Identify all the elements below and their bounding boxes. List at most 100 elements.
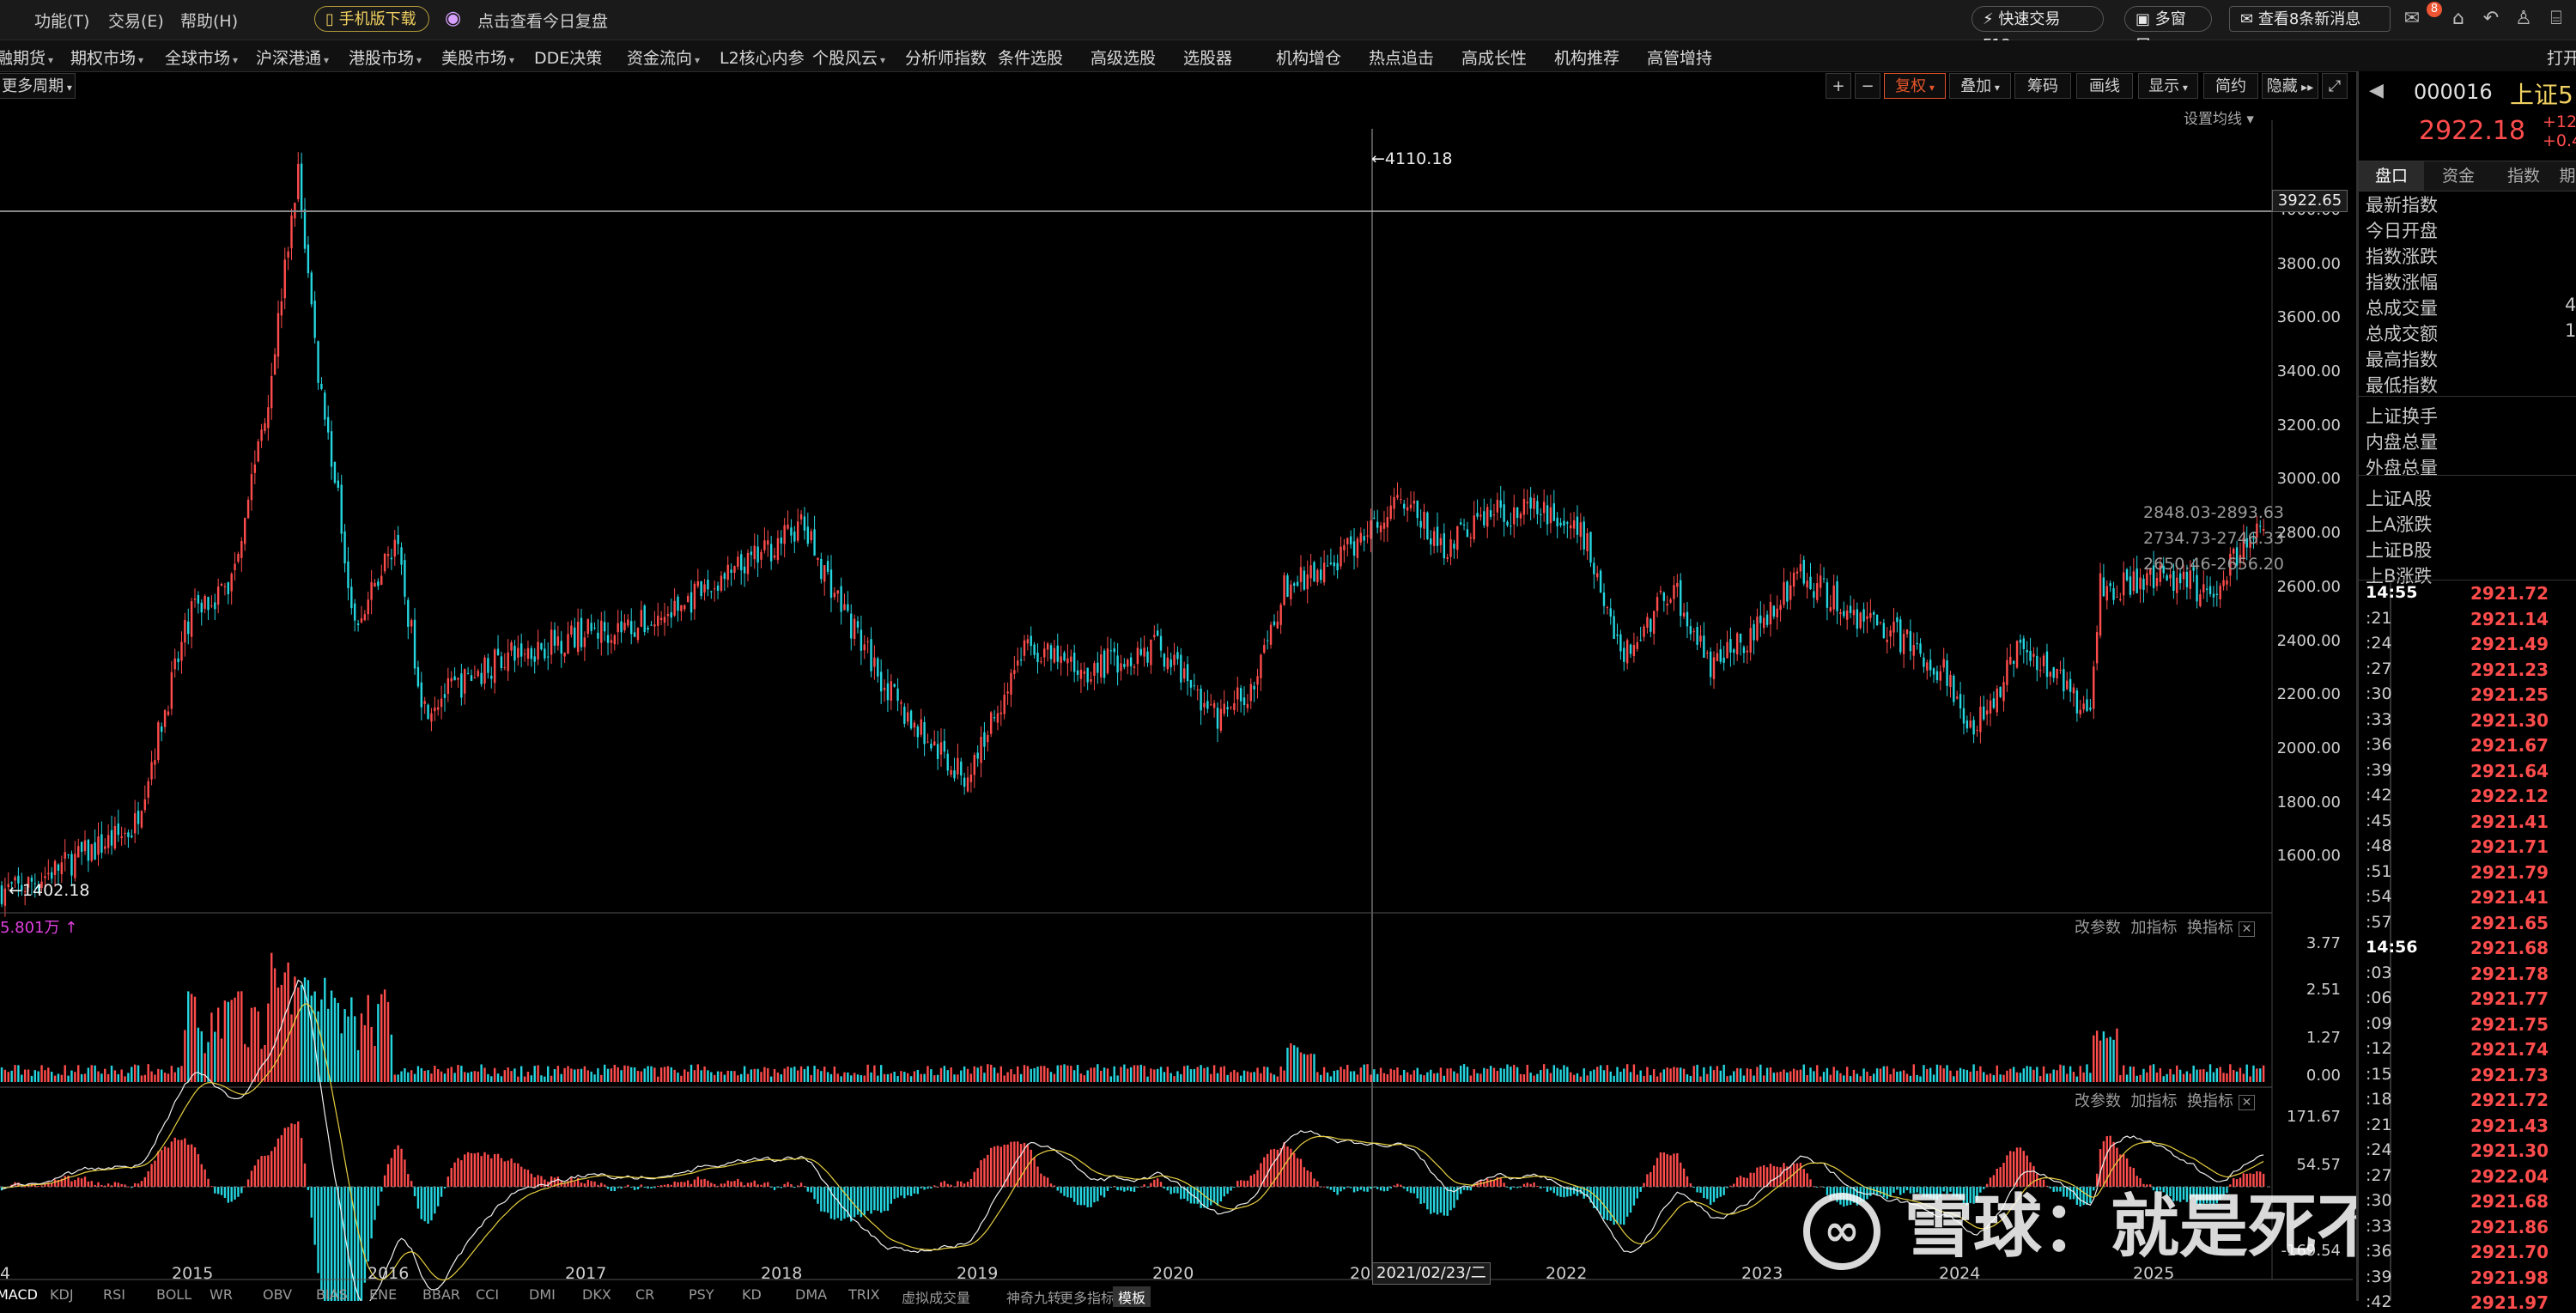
ma-setting-link[interactable]: 设置均线 ▾: [2184, 111, 2254, 128]
macd-bar: [496, 1153, 500, 1187]
indicator-tab[interactable]: ENE: [369, 1286, 398, 1303]
nav-item[interactable]: 港股市场 ▾: [349, 49, 422, 68]
menu-trade[interactable]: 交易(E): [108, 12, 164, 31]
home-icon[interactable]: ⌂: [2452, 8, 2464, 29]
tab-funds[interactable]: 资金: [2441, 167, 2475, 185]
macd-bar: [783, 1183, 786, 1187]
nav-item[interactable]: 热点追击: [1369, 49, 1435, 68]
price-axis-label: 2000.00: [2276, 739, 2341, 757]
menu-help[interactable]: 帮助(H): [180, 12, 239, 31]
tab-index[interactable]: 指数: [2506, 167, 2540, 185]
period-dropdown[interactable]: 更多周期 ▾: [0, 73, 76, 99]
fullscreen-icon[interactable]: ⤢: [2322, 73, 2348, 99]
nav-item[interactable]: 美股市场 ▾: [441, 49, 515, 68]
nav-item[interactable]: 机构推荐: [1554, 49, 1620, 68]
indicator-tab[interactable]: OBV: [263, 1286, 293, 1303]
volume-bar: [2152, 1064, 2155, 1082]
mobile-download-button[interactable]: ▯ 手机版下载: [314, 6, 429, 32]
indicator-tab[interactable]: 模板: [1113, 1286, 1151, 1307]
close-icon[interactable]: ✕: [2238, 921, 2256, 937]
fq-dropdown[interactable]: 复权 ▾: [1884, 73, 1946, 99]
tab-futures[interactable]: 期: [2559, 167, 2576, 185]
collapse-arrow-icon[interactable]: ◀: [2369, 80, 2384, 101]
candle-body: [879, 672, 883, 692]
indicator-tab[interactable]: DKX: [582, 1286, 611, 1303]
indicator-tab[interactable]: DMA: [795, 1286, 828, 1303]
nav-item[interactable]: 条件选股: [998, 49, 1064, 68]
kline-chart[interactable]: [0, 103, 2353, 1301]
nav-item[interactable]: 期权市场 ▾: [70, 49, 144, 68]
candle-body: [513, 646, 516, 661]
indicator-tab[interactable]: MACD: [0, 1286, 38, 1303]
indicator-tab[interactable]: CR: [635, 1286, 655, 1303]
tab-pankou[interactable]: 盘口: [2359, 161, 2424, 191]
indicator-tab[interactable]: 虚拟成交量: [902, 1290, 971, 1306]
quick-trade-button[interactable]: ⚡ 快速交易 F12: [1971, 6, 2104, 54]
replay-link[interactable]: 点击查看今日复盘: [477, 12, 609, 31]
indicator-tab[interactable]: KD: [742, 1286, 762, 1303]
nav-item[interactable]: 沪深港通 ▾: [256, 49, 330, 68]
draw-button[interactable]: 画线: [2076, 73, 2133, 99]
candle-body: [710, 591, 713, 593]
overlay-dropdown[interactable]: 叠加 ▾: [1949, 73, 2011, 99]
switch-indicator-link[interactable]: 换指标: [2186, 1092, 2233, 1110]
indicator-tab[interactable]: CCI: [476, 1286, 500, 1303]
volume-bar: [1772, 1073, 1776, 1082]
nav-item[interactable]: 选股器: [1183, 49, 1233, 68]
zoom-out-button[interactable]: −: [1855, 73, 1880, 99]
messages-button[interactable]: ✉ 查看8条新消息: [2229, 6, 2391, 32]
indicator-tab[interactable]: RSI: [103, 1286, 125, 1303]
volume-bar: [1086, 1070, 1089, 1082]
indicator-tab[interactable]: TRIX: [848, 1286, 880, 1303]
shirt-icon[interactable]: ♙: [2515, 8, 2532, 29]
add-indicator-link[interactable]: 加指标: [2130, 919, 2178, 937]
close-icon[interactable]: ✕: [2238, 1095, 2256, 1110]
open-link[interactable]: 打开: [2547, 49, 2576, 68]
edit-params-link[interactable]: 改参数: [2075, 919, 2121, 937]
indicator-tab[interactable]: WR: [210, 1286, 233, 1303]
volume-bar: [94, 1065, 96, 1082]
nav-item[interactable]: 高成长性: [1461, 49, 1528, 68]
indicator-tab[interactable]: KDJ: [50, 1286, 74, 1303]
volume-bar: [1976, 1070, 1978, 1082]
candle-body: [1459, 522, 1462, 525]
candle-body: [2032, 653, 2035, 657]
back-icon[interactable]: ↶: [2482, 8, 2500, 29]
nav-item[interactable]: 分析师指数: [905, 49, 987, 68]
macd-bar: [307, 1187, 310, 1190]
indicator-tab[interactable]: 更多指标: [1060, 1290, 1115, 1306]
indicator-tab[interactable]: DMI: [529, 1286, 556, 1303]
nav-item[interactable]: 全球市场 ▾: [165, 49, 239, 68]
edit-params-link[interactable]: 改参数: [2075, 1092, 2121, 1110]
candle-body: [333, 461, 337, 483]
indicator-tab[interactable]: PSY: [689, 1286, 714, 1303]
tick-value: 2921.78: [2470, 963, 2549, 984]
indicator-tab[interactable]: 神奇九转: [1006, 1290, 1062, 1306]
macd-bar: [877, 1187, 879, 1211]
nav-item[interactable]: 机构增仓: [1276, 49, 1342, 68]
volume-bar: [517, 1076, 519, 1082]
nav-item[interactable]: L2核心内参: [720, 49, 805, 68]
macd-bar: [1722, 1187, 1725, 1195]
zoom-in-button[interactable]: +: [1826, 73, 1851, 99]
switch-indicator-link[interactable]: 换指标: [2186, 919, 2233, 937]
nav-item[interactable]: 资金流向 ▾: [627, 49, 701, 68]
display-dropdown[interactable]: 显示 ▾: [2138, 73, 2198, 99]
chips-button[interactable]: 筹码: [2014, 73, 2071, 99]
hide-button[interactable]: 隐藏 ▸▸: [2262, 73, 2318, 99]
add-indicator-link[interactable]: 加指标: [2130, 1092, 2178, 1110]
nav-item[interactable]: 融期货 ▾: [0, 49, 54, 68]
macd-bar: [787, 1182, 789, 1187]
simple-button[interactable]: 简约: [2203, 73, 2258, 99]
indicator-tab[interactable]: BIAS: [316, 1286, 348, 1303]
multi-window-button[interactable]: ▣ 多窗口: [2124, 6, 2212, 54]
nav-item[interactable]: DDE决策: [534, 49, 603, 68]
nav-item[interactable]: 高管增持: [1647, 49, 1713, 68]
shop-icon[interactable]: ⌸: [2550, 8, 2562, 29]
indicator-tab[interactable]: BBAR: [422, 1286, 461, 1303]
nav-item[interactable]: 高级选股: [1091, 49, 1157, 68]
indicator-tab[interactable]: BOLL: [156, 1286, 192, 1303]
nav-item[interactable]: 个股风云 ▾: [812, 49, 886, 68]
mail-icon[interactable]: ✉: [2403, 8, 2421, 29]
menu-function[interactable]: 功能(T): [34, 12, 90, 31]
